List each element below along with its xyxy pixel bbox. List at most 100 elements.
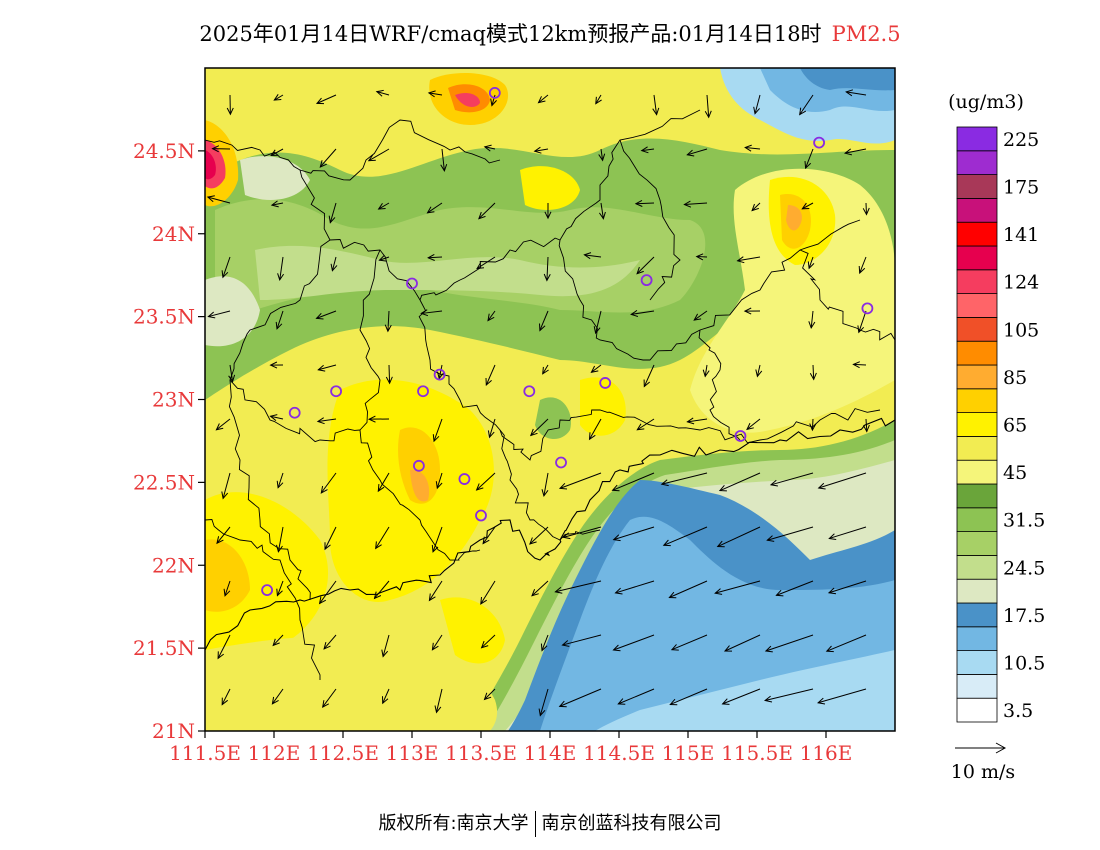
wind-arrow bbox=[421, 310, 443, 314]
wind-arrowhead bbox=[324, 542, 331, 551]
wind-arrow bbox=[829, 526, 867, 539]
wind-arrow bbox=[428, 92, 443, 96]
boundary-line bbox=[639, 408, 881, 444]
wind-arrow bbox=[615, 580, 655, 594]
wind-arrowhead bbox=[276, 480, 284, 489]
wind-arrow bbox=[382, 634, 390, 657]
wind-arrow bbox=[319, 148, 337, 168]
wind-arrowhead bbox=[558, 482, 568, 490]
boundary-line bbox=[799, 249, 895, 341]
wind-arrow bbox=[476, 472, 496, 491]
wind-arrowhead bbox=[270, 149, 279, 157]
wind-arrowhead bbox=[562, 532, 571, 540]
wind-arrowhead bbox=[686, 417, 695, 425]
wind-arrowhead bbox=[440, 164, 448, 172]
wind-arrowhead bbox=[385, 376, 393, 385]
colorbar-swatch bbox=[956, 126, 998, 152]
wind-arrow bbox=[274, 94, 284, 101]
wind-arrowhead bbox=[277, 273, 285, 282]
wind-arrow bbox=[635, 202, 655, 205]
wind-arrow bbox=[826, 634, 867, 652]
wind-arrowhead bbox=[593, 326, 601, 335]
wind-arrow bbox=[767, 526, 814, 541]
wind-arrow bbox=[329, 202, 337, 223]
wind-arrow bbox=[613, 634, 655, 651]
footer-separator bbox=[534, 811, 536, 837]
wind-arrowhead bbox=[769, 479, 778, 487]
wind-arrowhead bbox=[736, 256, 745, 264]
wind-arrowhead bbox=[852, 361, 860, 369]
wind-arrow bbox=[770, 472, 814, 486]
colorbar-label: 124 bbox=[1003, 272, 1039, 294]
title-text: 2025年01月14日WRF/cmaq模式12km预报产品:01月14日18时 bbox=[199, 22, 822, 46]
wind-arrow bbox=[745, 147, 761, 150]
wind-arrow bbox=[612, 472, 655, 491]
wind-arrow bbox=[216, 418, 231, 431]
wind-arrow bbox=[378, 202, 390, 210]
wind-arrow bbox=[706, 94, 710, 118]
station-marker bbox=[288, 406, 301, 419]
wind-arrow bbox=[858, 310, 867, 333]
wind-arrow bbox=[279, 256, 284, 281]
wind-arrowhead bbox=[272, 638, 280, 647]
wind-arrowhead bbox=[817, 482, 826, 490]
wind-arrow bbox=[846, 91, 867, 96]
wind-arrowhead bbox=[611, 484, 620, 492]
wind-arrowhead bbox=[483, 144, 492, 152]
wind-arrowhead bbox=[384, 324, 392, 333]
wind-scale-label: 10 m/s bbox=[951, 761, 1015, 783]
wind-arrow bbox=[272, 688, 284, 705]
colorbar-swatch bbox=[956, 412, 998, 437]
boundary-line bbox=[619, 139, 681, 301]
wind-arrow bbox=[661, 472, 708, 485]
wind-arrow bbox=[600, 202, 604, 219]
colorbar-label: 175 bbox=[1003, 177, 1039, 199]
wind-arrowhead bbox=[375, 89, 384, 97]
wind-arrow bbox=[756, 364, 761, 377]
wind-arrow bbox=[631, 310, 655, 315]
wind-arrow bbox=[799, 94, 814, 115]
wind-arrowhead bbox=[315, 97, 325, 105]
wind-arrowhead bbox=[718, 484, 727, 492]
wind-arrow bbox=[485, 364, 496, 386]
concentration-field bbox=[205, 68, 895, 731]
wind-arrow bbox=[595, 310, 602, 334]
wind-arrow bbox=[810, 310, 814, 328]
wind-arrowhead bbox=[475, 483, 484, 491]
colorbar-swatch bbox=[956, 364, 998, 390]
colorbar-label: 141 bbox=[1003, 224, 1039, 246]
colorbar-label: 10.5 bbox=[1003, 653, 1045, 675]
wind-arrow bbox=[765, 688, 814, 701]
colorbar-swatch bbox=[956, 578, 998, 604]
wind-arrowhead bbox=[478, 211, 486, 220]
wind-arrow bbox=[271, 202, 284, 206]
wind-arrow bbox=[555, 580, 602, 593]
wind-arrow bbox=[684, 202, 708, 206]
wind-arrowhead bbox=[808, 321, 816, 330]
wind-arrow bbox=[808, 256, 814, 269]
wind-arrowhead bbox=[598, 153, 606, 162]
station-marker bbox=[433, 368, 446, 381]
wind-arrow bbox=[584, 254, 602, 258]
station-marker bbox=[523, 385, 536, 398]
wind-arrowhead bbox=[316, 417, 325, 425]
wind-arrow bbox=[368, 148, 390, 162]
wind-arrowhead bbox=[721, 698, 730, 705]
boundary-line bbox=[205, 139, 421, 301]
wind-arrowhead bbox=[381, 649, 389, 658]
station-marker bbox=[458, 473, 471, 485]
colorbar-swatch bbox=[956, 245, 998, 271]
station-marker bbox=[475, 509, 487, 522]
wind-arrowhead bbox=[273, 94, 282, 101]
colorbar-swatch bbox=[956, 507, 998, 532]
colorbar-label: 17.5 bbox=[1003, 605, 1045, 627]
station-marker bbox=[640, 274, 653, 287]
lon-label: 112.5E bbox=[307, 741, 379, 765]
wind-arrowhead bbox=[561, 640, 570, 647]
wind-arrowhead bbox=[583, 252, 592, 260]
lat-label: 21N bbox=[152, 719, 195, 743]
wind-arrow bbox=[542, 364, 549, 375]
wind-arrowhead bbox=[420, 309, 429, 317]
lat-label: 22.5N bbox=[133, 470, 195, 494]
wind-arrowhead bbox=[529, 537, 537, 545]
